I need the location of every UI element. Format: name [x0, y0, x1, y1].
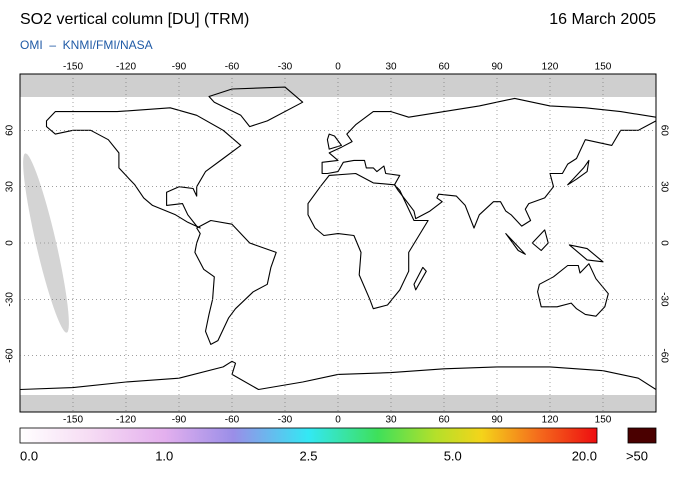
coastline [413, 266, 427, 291]
lat-tick-label: 60 [5, 124, 16, 136]
coastline [568, 244, 604, 263]
colorbar-label: 2.5 [299, 448, 317, 463]
lon-tick-label: 30 [385, 415, 397, 426]
lon-tick-label: -150 [63, 62, 83, 73]
lon-tick-label: 0 [335, 62, 341, 73]
lon-tick-label: -150 [63, 415, 83, 426]
lon-tick-label: -120 [116, 62, 136, 73]
title: SO2 vertical column [DU] (TRM) [20, 11, 249, 28]
coastline [45, 107, 242, 229]
lon-tick-label: -90 [172, 415, 187, 426]
lon-tick-label: 0 [335, 415, 341, 426]
lon-tick-label: 150 [595, 415, 612, 426]
lon-tick-label: 90 [491, 62, 503, 73]
no-data-south [20, 395, 656, 412]
colorbar [19, 427, 598, 444]
lat-tick-label: -30 [5, 292, 16, 307]
map [20, 74, 656, 412]
colorbar-label: 1.0 [155, 448, 173, 463]
lon-tick-label: -90 [172, 62, 187, 73]
lat-tick-label: 60 [658, 125, 669, 137]
lon-tick-label: 60 [438, 415, 450, 426]
lon-tick-label: -30 [278, 62, 293, 73]
lon-tick-label: -60 [225, 415, 240, 426]
coastline [208, 86, 304, 128]
lon-tick-label: 150 [595, 62, 612, 73]
lon-tick-label: -120 [116, 415, 136, 426]
lat-tick-label: -30 [658, 292, 669, 307]
coastline [567, 159, 590, 186]
lat-tick-label: 30 [5, 181, 16, 193]
lon-tick-label: -60 [225, 62, 240, 73]
lon-tick-label: 90 [491, 415, 503, 426]
lon-tick-label: -30 [278, 415, 293, 426]
coastline [307, 172, 429, 310]
colorbar-overflow [627, 427, 657, 444]
coastline [537, 263, 609, 317]
colorbar-label: 5.0 [444, 448, 462, 463]
coastline [20, 360, 656, 391]
subtitle: OMI – KNMI/FMI/NASA [20, 38, 153, 52]
lon-tick-label: 30 [385, 62, 397, 73]
coastline [321, 97, 656, 229]
lon-tick-label: 120 [542, 415, 559, 426]
no-data-north [20, 74, 656, 97]
lat-tick-label: 0 [658, 240, 669, 246]
lat-tick-label: -60 [5, 348, 16, 363]
coastline [326, 133, 343, 150]
coastline [505, 233, 526, 255]
lon-tick-label: 60 [438, 62, 450, 73]
colorbar-label: 20.0 [572, 448, 597, 463]
lat-tick-label: 0 [5, 240, 16, 246]
lat-tick-label: -60 [658, 348, 669, 363]
no-data-swath [23, 153, 69, 333]
coastline [194, 219, 277, 345]
lat-tick-label: 30 [658, 181, 669, 193]
date: 16 March 2005 [549, 11, 656, 28]
colorbar-label: 0.0 [20, 448, 38, 463]
colorbar-overflow-label: >50 [626, 448, 648, 463]
lon-tick-label: 120 [542, 62, 559, 73]
